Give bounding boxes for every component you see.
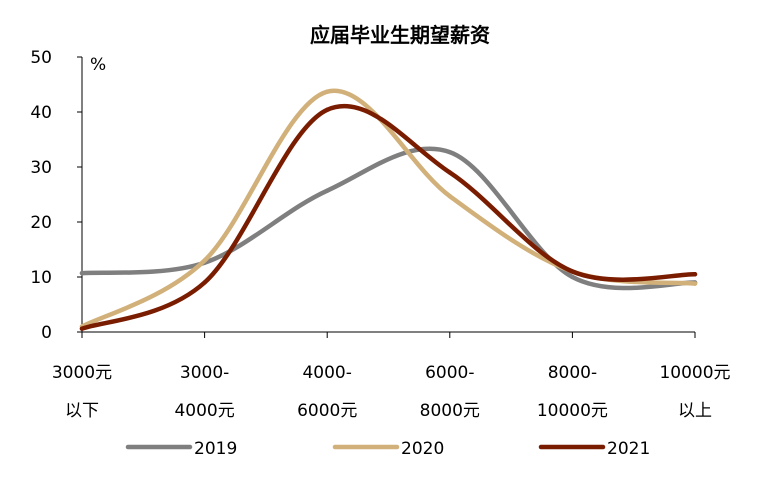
series-line-2021 bbox=[79, 103, 698, 331]
data-point-2019 bbox=[447, 149, 452, 155]
x-tick-label: 4000元 bbox=[174, 401, 234, 421]
x-tick-label: 6000- bbox=[425, 363, 474, 383]
x-tick-label: 3000元 bbox=[52, 363, 112, 383]
y-tick-label: 40 bbox=[30, 103, 52, 123]
y-tick-label: 10 bbox=[30, 268, 52, 288]
series-line-2019 bbox=[79, 146, 698, 291]
y-tick-label: 0 bbox=[41, 323, 52, 343]
data-point-2020 bbox=[692, 281, 698, 286]
data-point-2021 bbox=[447, 170, 452, 175]
x-tick-label: 8000元 bbox=[420, 401, 480, 421]
x-tick-label: 8000- bbox=[548, 363, 597, 383]
x-tick-label: 以下 bbox=[65, 401, 99, 421]
data-point-2021 bbox=[79, 326, 85, 331]
data-point-2021 bbox=[570, 269, 575, 274]
y-tick-label: 20 bbox=[30, 213, 52, 233]
x-tick-label: 3000- bbox=[180, 363, 229, 383]
x-tick-label: 10000元 bbox=[537, 401, 608, 421]
x-tick-label: 以上 bbox=[678, 401, 712, 421]
legend: 2019 2020 2021 bbox=[125, 439, 650, 459]
legend-label-2021: 2021 bbox=[607, 439, 650, 459]
x-tick-label: 6000元 bbox=[297, 401, 357, 421]
data-point-2019 bbox=[79, 270, 85, 276]
data-point-2020 bbox=[325, 89, 330, 94]
legend-label-2019: 2019 bbox=[194, 439, 237, 459]
x-tick-label: 4000- bbox=[302, 363, 351, 383]
data-point-2021 bbox=[202, 280, 207, 285]
y-tick-label: 30 bbox=[30, 158, 52, 178]
y-tick-label: 50 bbox=[30, 48, 52, 68]
y-unit-label: % bbox=[90, 55, 106, 75]
data-point-2021 bbox=[692, 272, 698, 277]
data-point-2020 bbox=[447, 193, 452, 199]
data-point-2019 bbox=[570, 274, 575, 280]
series-layer bbox=[79, 88, 698, 331]
data-point-2019 bbox=[325, 188, 330, 193]
chart-title: 应届毕业生期望薪资 bbox=[310, 23, 490, 47]
data-point-2020 bbox=[202, 258, 207, 263]
legend-label-2020: 2020 bbox=[401, 439, 444, 459]
x-tick-label: 10000元 bbox=[659, 363, 730, 383]
data-point-2021 bbox=[325, 107, 330, 113]
